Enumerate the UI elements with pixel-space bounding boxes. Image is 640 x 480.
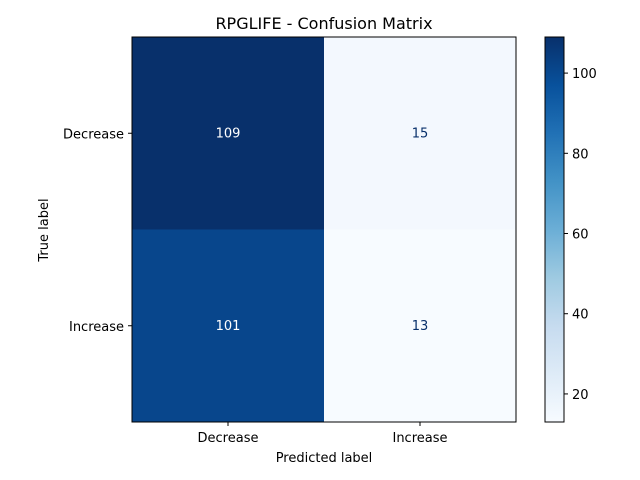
cell-value-label: 13 [412,319,429,334]
colorbar-tick-label: 100 [572,67,597,82]
colorbar-ticks: 20 40 60 80 100 [564,67,597,403]
cell-value-label: 15 [412,126,429,141]
y-tick-label: Decrease [63,127,124,142]
x-axis-ticks: Decrease Increase [198,422,448,446]
colorbar-frame [544,36,565,423]
x-tick-label: Increase [392,431,447,446]
colorbar-tick-label: 40 [572,308,589,323]
heatmap-cells [132,37,517,423]
y-tick-label: Increase [69,320,124,335]
heatmap-cell-labels: 109 15 101 13 [216,126,429,334]
chart-title: RPGLIFE - Confusion Matrix [215,14,432,33]
y-axis-label: True label [37,198,52,262]
cell-value-label: 101 [216,319,241,334]
heatmap-cell [324,37,517,230]
colorbar-tick-label: 60 [572,228,589,243]
cell-value-label: 109 [216,126,241,141]
y-axis-ticks: Decrease Increase [63,127,132,335]
colorbar-tick-label: 80 [572,147,589,162]
heatmap-cell [132,37,325,230]
heatmap-cell [324,229,517,423]
heatmap-cell [132,229,325,423]
x-tick-label: Decrease [198,431,259,446]
plot-frame [131,36,517,423]
colorbar [545,37,564,422]
colorbar-tick-label: 20 [572,388,589,403]
x-axis-label: Predicted label [276,451,373,466]
